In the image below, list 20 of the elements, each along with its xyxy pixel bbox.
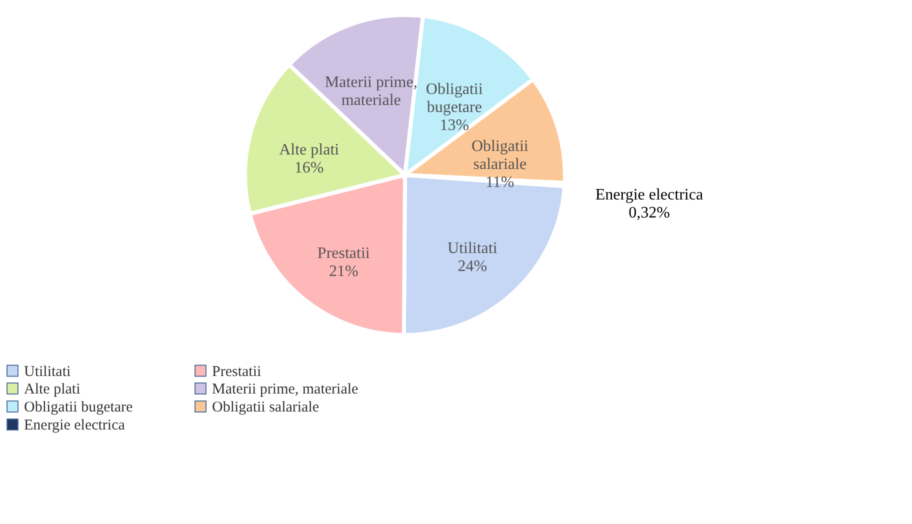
- data-label: 13%: [440, 116, 470, 134]
- slice-label: Energie electrica: [595, 186, 704, 204]
- slice-label: Obligatii salariale: [471, 138, 529, 174]
- slice-label: Obligatii bugetare: [426, 80, 484, 116]
- legend-label: Alte plati: [24, 382, 80, 398]
- legend-label: Utilitati: [24, 364, 71, 380]
- legend-label: Prestatii: [212, 364, 262, 380]
- legend-label: Energie electrica: [24, 418, 126, 434]
- slice-label: Alte plati: [279, 142, 340, 159]
- legend-label: Obligatii salariale: [212, 400, 320, 416]
- data-label: 0,32%: [628, 204, 670, 222]
- legend-label: Obligatii bugetare: [24, 400, 134, 416]
- slice-label: Prestatii: [317, 244, 370, 262]
- data-label: 21%: [328, 262, 358, 280]
- data-label: 24%: [458, 258, 488, 275]
- data-label: 11%: [486, 174, 514, 192]
- legend-label: Materii prime, materiale: [212, 382, 359, 398]
- slice-label: Materii prime, materiale: [324, 74, 418, 109]
- slice-label: Utilitati: [448, 240, 498, 257]
- data-label: 16%: [294, 160, 324, 177]
